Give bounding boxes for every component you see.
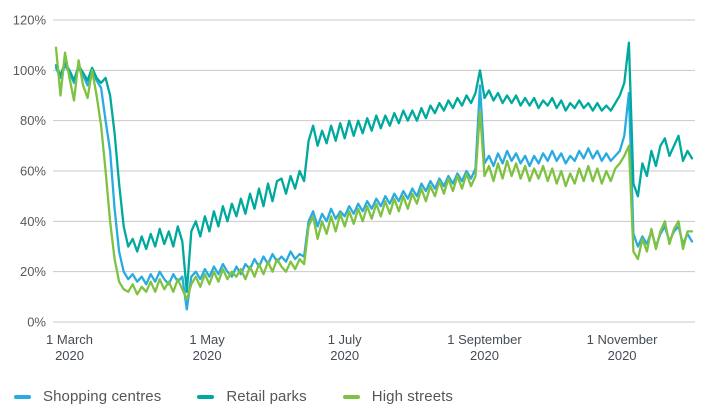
- legend-item-shopping-centres: Shopping centres: [14, 388, 161, 405]
- legend-swatch-icon: [14, 394, 31, 399]
- legend-item-retail-parks: Retail parks: [197, 388, 307, 405]
- series-line-retail-parks: [54, 41, 694, 293]
- y-tick-label: 40%: [20, 214, 46, 229]
- x-tick-label: 1 July 2020: [328, 332, 362, 363]
- y-tick-label: 120%: [13, 13, 47, 28]
- legend-label: Shopping centres: [43, 388, 162, 405]
- series-line-shopping-centres: [54, 64, 694, 311]
- y-tick-label: 0%: [27, 315, 46, 330]
- y-tick-label: 60%: [20, 164, 46, 179]
- y-tick-label: 80%: [20, 113, 46, 128]
- x-tick-label: 1 November 2020: [587, 332, 658, 363]
- x-tick-label: 1 March 2020: [46, 332, 93, 363]
- legend-swatch-icon: [197, 394, 215, 399]
- x-tick-label: 1 May 2020: [189, 332, 225, 363]
- legend-label: High streets: [371, 388, 453, 405]
- chart-legend: Shopping centres Retail parks High streets: [14, 388, 453, 405]
- chart-canvas: 0% 20% 40% 60% 80% 100% 120% 1 March 2020 1 May 20…: [13, 13, 695, 363]
- y-tick-label: 20%: [20, 264, 46, 279]
- legend-label: Retail parks: [226, 388, 307, 405]
- footfall-line-chart: 0% 20% 40% 60% 80% 100% 120% 1 March 2020 1 May 20…: [13, 13, 695, 363]
- legend-item-high-streets: High streets: [342, 388, 453, 405]
- y-tick-label: 100%: [13, 63, 47, 78]
- x-tick-label: 1 September 2020: [447, 332, 522, 363]
- series-line-high-streets: [54, 46, 694, 301]
- legend-swatch-icon: [342, 394, 360, 399]
